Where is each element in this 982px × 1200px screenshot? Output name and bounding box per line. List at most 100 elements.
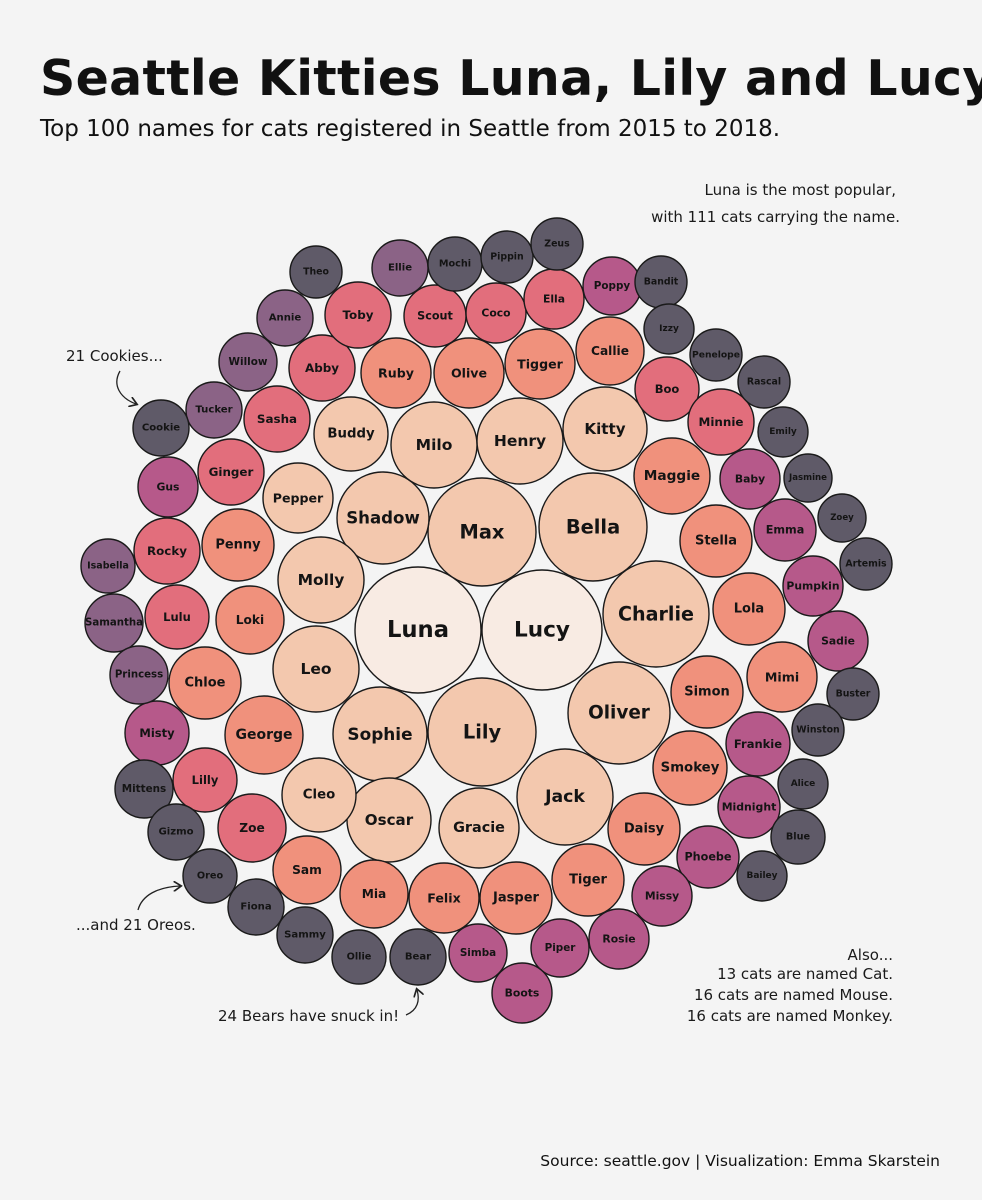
bubble-rosie: [588, 908, 650, 970]
bubble-pepper: [262, 462, 334, 534]
bubble-buddy: [313, 396, 389, 472]
bubble-zoe: [217, 793, 287, 863]
bubble-samantha: [84, 593, 144, 653]
bubble-theo: [289, 245, 343, 299]
bubble-label-bella: Bella: [566, 516, 620, 539]
bubble-label-george: George: [235, 727, 292, 743]
annotation-also-line-3: 16 cats are named Mouse.: [694, 986, 893, 1004]
bubble-gus: [137, 456, 199, 518]
bubble-label-lilly: Lilly: [192, 773, 219, 787]
source-credit: Source: seattle.gov | Visualization: Emm…: [540, 1152, 940, 1170]
bubble-fiona: [227, 878, 285, 936]
bubble-label-rosie: Rosie: [602, 933, 635, 946]
bubble-label-ginger: Ginger: [209, 465, 254, 479]
bubble-label-midnight: Midnight: [722, 801, 777, 814]
bubble-label-jasmine: Jasmine: [788, 473, 827, 483]
bubble-label-mochi: Mochi: [439, 259, 471, 270]
bubble-label-sammy: Sammy: [284, 930, 326, 941]
bubble-label-tucker: Tucker: [195, 405, 232, 416]
bubble-label-gracie: Gracie: [453, 820, 505, 836]
bubble-label-princess: Princess: [115, 670, 163, 681]
bubble-mimi: [746, 641, 818, 713]
annotation-cookies: 21 Cookies...: [66, 347, 163, 365]
annotation-also-line-2: 13 cats are named Cat.: [717, 965, 893, 983]
bubble-label-boots: Boots: [505, 987, 540, 1000]
bubble-label-buddy: Buddy: [327, 427, 375, 442]
bubble-winston: [791, 703, 845, 757]
bubble-stella: [679, 504, 753, 578]
bubble-label-alice: Alice: [791, 779, 816, 789]
bubble-label-rascal: Rascal: [747, 377, 781, 388]
bubble-abby: [288, 334, 356, 402]
annotation-bears: 24 Bears have snuck in!: [218, 1007, 399, 1025]
bubble-olive: [433, 337, 505, 409]
annotation-luna-line-1: Luna is the most popular,: [705, 181, 896, 199]
bubble-gracie: [438, 787, 520, 869]
bubble-charlie: [602, 560, 710, 668]
bubble-label-gizmo: Gizmo: [158, 827, 193, 838]
bubble-label-loki: Loki: [236, 613, 264, 627]
bubble-label-cookie: Cookie: [142, 423, 180, 434]
bubble-label-olive: Olive: [451, 366, 487, 381]
bubble-label-poppy: Poppy: [594, 280, 631, 292]
bubble-label-henry: Henry: [494, 432, 546, 450]
bubble-coco: [465, 282, 527, 344]
bubble-label-mimi: Mimi: [765, 670, 799, 685]
bubble-label-oliver: Oliver: [588, 703, 651, 724]
bubble-bear: [389, 928, 447, 986]
bubble-label-ellie: Ellie: [388, 263, 412, 274]
bubble-ginger: [197, 438, 265, 506]
bubble-isabella: [80, 538, 136, 594]
bubble-frankie: [725, 711, 791, 777]
bubble-lilly: [172, 747, 238, 813]
bubble-jasper: [479, 861, 553, 935]
bubble-label-simba: Simba: [460, 947, 496, 959]
bubble-label-jasper: Jasper: [492, 891, 539, 906]
bubble-label-maggie: Maggie: [644, 468, 700, 484]
bubble-label-artemis: Artemis: [845, 559, 887, 570]
bubble-lily: [427, 677, 537, 787]
bubble-george: [224, 695, 304, 775]
bubble-label-oreo: Oreo: [197, 871, 224, 882]
bubble-tigger: [504, 328, 576, 400]
bubble-henry: [476, 397, 564, 485]
bubble-annie: [256, 289, 314, 347]
bubble-alice: [777, 758, 829, 810]
bubble-zoey: [817, 493, 867, 543]
bubble-label-rocky: Rocky: [147, 544, 187, 558]
bubble-label-phoebe: Phoebe: [684, 851, 731, 864]
bubble-label-boo: Boo: [655, 382, 680, 396]
bubble-jasmine: [783, 453, 833, 503]
bubble-molly: [277, 536, 365, 624]
bubble-label-willow: Willow: [229, 356, 268, 368]
bubble-label-emily: Emily: [769, 427, 797, 437]
bubble-ollie: [331, 929, 387, 985]
bubble-label-sadie: Sadie: [821, 635, 855, 648]
bubble-label-zeus: Zeus: [544, 239, 570, 250]
bubble-label-simon: Simon: [684, 685, 730, 700]
bubble-phoebe: [676, 825, 740, 889]
bubble-label-theo: Theo: [303, 267, 329, 278]
bubble-max: [427, 477, 537, 587]
bubble-label-oscar: Oscar: [365, 811, 414, 829]
bubble-felix: [408, 862, 480, 934]
bubble-label-isabella: Isabella: [87, 561, 129, 572]
bubble-callie: [575, 316, 645, 386]
bubble-penelope: [689, 328, 743, 382]
bubble-label-kitty: Kitty: [584, 420, 625, 438]
bubble-label-pippin: Pippin: [490, 252, 523, 263]
bubble-sadie: [807, 610, 869, 672]
bubble-label-shadow: Shadow: [346, 509, 420, 528]
bubble-label-daisy: Daisy: [624, 822, 665, 837]
bubble-label-lily: Lily: [463, 721, 502, 744]
bubble-lulu: [144, 584, 210, 650]
bubble-label-chloe: Chloe: [185, 676, 226, 691]
bubble-label-missy: Missy: [645, 890, 679, 903]
bubble-label-fiona: Fiona: [240, 902, 271, 913]
bubble-label-ollie: Ollie: [347, 952, 372, 963]
bubble-mittens: [114, 759, 174, 819]
bubble-jack: [516, 748, 614, 846]
bubble-penny: [201, 508, 275, 582]
annotation-oreos-arrow: [137, 886, 180, 911]
